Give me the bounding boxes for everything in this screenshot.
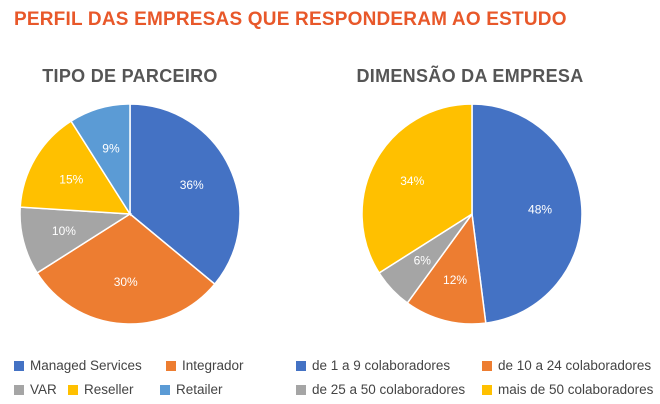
slice-label-var: 10% xyxy=(52,224,76,238)
legend-label: Integrador xyxy=(182,358,244,373)
pie-slice-reseller xyxy=(19,120,132,215)
pie-slice-de-1-a-9-colaboradores xyxy=(471,103,583,324)
legend-item-integrador: Integrador xyxy=(166,358,244,373)
slice-label-retailer: 9% xyxy=(102,142,120,156)
legend-swatch xyxy=(14,360,24,371)
legend-item-retailer: Retailer xyxy=(160,382,223,397)
legend-swatch xyxy=(482,384,492,395)
chart-title-tipo-parceiro: TIPO DE PARCEIRO xyxy=(42,66,218,86)
legend-swatch xyxy=(160,384,170,395)
pie-slice-retailer xyxy=(70,103,131,217)
legend-label: de 1 a 9 colaboradores xyxy=(312,358,451,373)
slice-label-de-1-a-9-colaboradores: 48% xyxy=(528,203,552,217)
legend-swatch xyxy=(68,384,78,395)
pie-chart-dimensao-empresa: 48% 12% 6% 34% xyxy=(361,103,583,325)
legend-label: de 10 a 24 colaboradores xyxy=(498,358,652,373)
pie-chart-tipo-parceiro: 36% 30% 10% 15% 9% xyxy=(19,103,241,325)
legend-swatch xyxy=(482,360,492,371)
legend-label: VAR xyxy=(30,382,57,397)
legend-label: de 25 a 50 colaboradores xyxy=(312,382,466,397)
chart-title-dimensao-empresa: DIMENSÃO DA EMPRESA xyxy=(356,66,584,86)
legend-label: mais de 50 colaboradores xyxy=(498,382,654,397)
legend-item-managed-services: Managed Services xyxy=(14,358,142,373)
legend-item-de-10-a-24-colaboradores: de 10 a 24 colaboradores xyxy=(482,358,651,373)
page-title: PERFIL DAS EMPRESAS QUE RESPONDERAM AO E… xyxy=(14,9,567,30)
slice-label-mais-de-50-colaboradores: 34% xyxy=(400,174,424,188)
legend-item-var: VAR xyxy=(14,382,57,397)
slice-label-de-25-a-50-colaboradores: 6% xyxy=(414,254,432,268)
pie-slice-integrador xyxy=(36,213,216,325)
legend-label: Managed Services xyxy=(30,358,142,373)
slice-label-de-10-a-24-colaboradores: 12% xyxy=(443,273,467,287)
legend-swatch xyxy=(166,360,176,371)
pie-slice-managed-services xyxy=(129,103,241,286)
legend-label: Retailer xyxy=(176,382,223,397)
pie-slice-de-10-a-24-colaboradores xyxy=(406,212,487,325)
legend-swatch xyxy=(296,360,306,371)
legend-item-de-1-a-9-colaboradores: de 1 a 9 colaboradores xyxy=(296,358,450,373)
slice-label-managed-services: 36% xyxy=(180,178,204,192)
pie-slice-mais-de-50-colaboradores xyxy=(361,103,473,274)
slice-label-reseller: 15% xyxy=(59,172,83,186)
legend-item-de-25-a-50-colaboradores: de 25 a 50 colaboradores xyxy=(296,382,465,397)
legend-swatch xyxy=(14,384,24,395)
legend-item-reseller: Reseller xyxy=(68,382,134,397)
slice-label-integrador: 30% xyxy=(114,275,138,289)
legend-swatch xyxy=(296,384,306,395)
legend-item-mais-de-50-colaboradores: mais de 50 colaboradores xyxy=(482,382,653,397)
legend-label: Reseller xyxy=(84,382,134,397)
